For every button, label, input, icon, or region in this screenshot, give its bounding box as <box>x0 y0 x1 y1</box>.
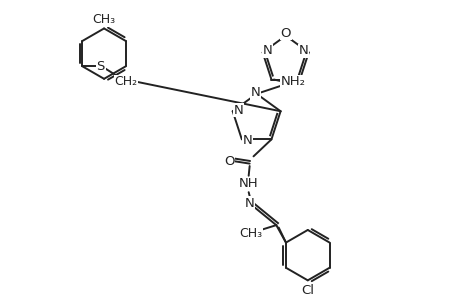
Text: N: N <box>242 134 252 147</box>
Text: CH₂: CH₂ <box>114 75 137 88</box>
Text: N: N <box>250 86 260 99</box>
Text: NH₂: NH₂ <box>280 75 305 88</box>
Text: N: N <box>262 44 272 58</box>
Text: CH₃: CH₃ <box>239 227 262 240</box>
Text: O: O <box>224 155 234 168</box>
Text: N: N <box>244 197 254 210</box>
Text: O: O <box>280 27 291 40</box>
Text: S: S <box>96 60 105 73</box>
Text: N: N <box>233 104 243 117</box>
Text: Cl: Cl <box>301 284 313 296</box>
Text: CH₃: CH₃ <box>92 13 115 26</box>
Text: N: N <box>298 44 308 58</box>
Text: NH: NH <box>238 178 258 190</box>
